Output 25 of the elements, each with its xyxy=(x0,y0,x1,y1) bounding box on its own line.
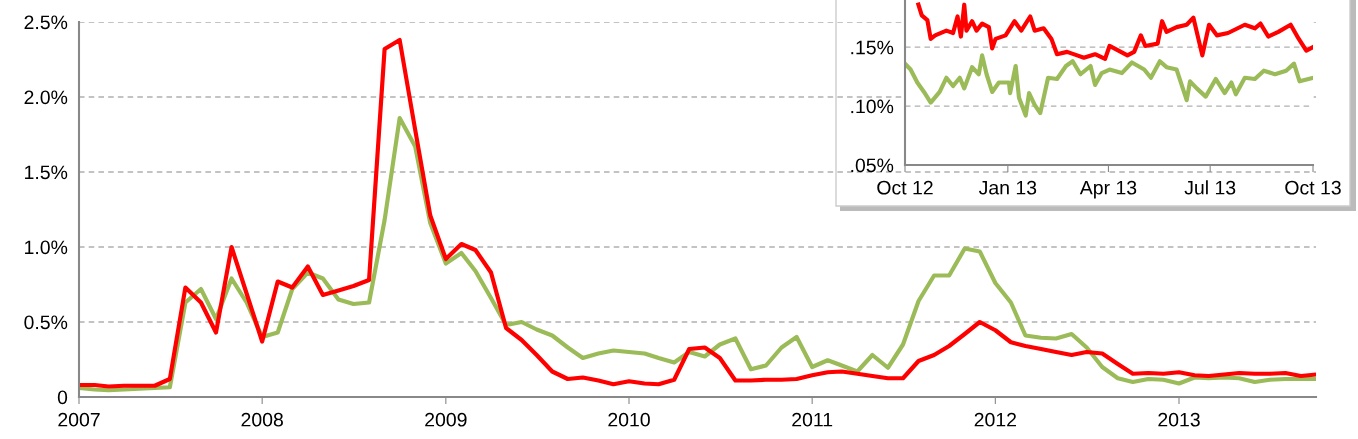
line-series xyxy=(79,37,1316,389)
y-tick-label: 0 xyxy=(57,390,68,405)
x-tick-label: 2009 xyxy=(425,412,467,427)
x-tick-label: Oct 13 xyxy=(1285,180,1341,195)
y-tick-label: .10% xyxy=(851,99,894,114)
y-tick-label: 1.5% xyxy=(25,165,68,180)
x-tick-label: 2010 xyxy=(608,412,650,427)
line-series xyxy=(79,115,1316,393)
y-tick-label: .15% xyxy=(851,40,894,55)
x-tick-label: 2012 xyxy=(974,412,1016,427)
y-tick-label: 0.5% xyxy=(24,315,68,330)
x-tick-label: 2011 xyxy=(792,412,833,427)
x-tick-label: Oct 12 xyxy=(877,180,933,195)
y-tick-label: 2.0% xyxy=(24,90,68,105)
y-tick-label: 1.0% xyxy=(25,240,68,255)
line-series xyxy=(905,53,1313,118)
x-tick-label: Jul 13 xyxy=(1184,180,1236,195)
x-tick-label: 2013 xyxy=(1158,412,1200,427)
x-tick-label: Apr 13 xyxy=(1079,180,1137,199)
y-tick-label: .05% xyxy=(851,158,894,173)
x-tick-label: Jan 13 xyxy=(978,180,1037,195)
x-tick-label: 2008 xyxy=(241,412,283,427)
line-series xyxy=(916,2,1313,62)
y-tick-label: 2.5% xyxy=(24,15,68,30)
x-tick-label: 2007 xyxy=(58,412,100,427)
